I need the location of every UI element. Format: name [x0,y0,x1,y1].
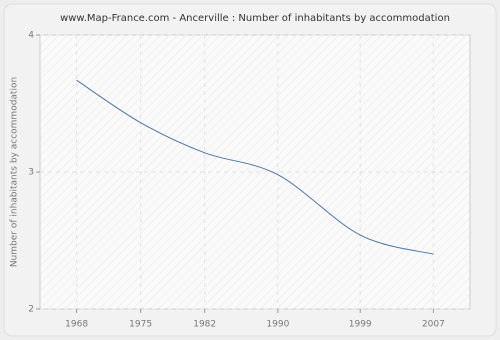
plot-area [39,34,471,310]
y-tick-label: 3 [28,168,34,178]
chart-title: www.Map-France.com - Ancerville : Number… [60,13,450,24]
x-tick-label: 1990 [266,320,289,330]
y-axis-label: Number of inhabitants by accommodation [10,77,20,267]
line [76,79,434,255]
x-tick-label: 1975 [129,320,152,330]
x-tick-label: 2007 [422,320,445,330]
x-tick-label: 1968 [65,320,88,330]
x-tick-label: 1999 [349,320,372,330]
y-tick-label: 2 [28,305,34,315]
y-tick-label: 4 [28,31,34,41]
x-tick-label: 1982 [193,320,216,330]
